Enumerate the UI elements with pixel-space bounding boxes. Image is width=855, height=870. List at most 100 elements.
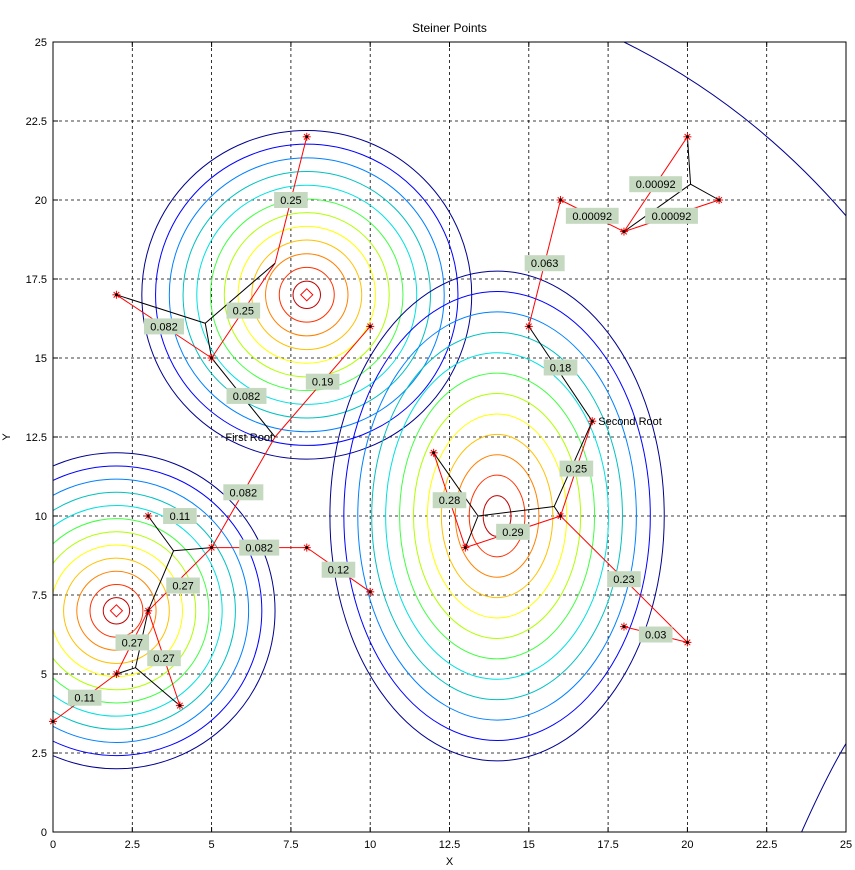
svg-text:0.082: 0.082	[230, 487, 258, 499]
contour-line	[426, 413, 568, 619]
contour-line	[89, 583, 144, 638]
x-tick-label: 0	[50, 839, 56, 851]
terminal-point	[556, 196, 565, 204]
red-edges	[52, 136, 720, 722]
contour-line	[440, 433, 554, 599]
edge-weight-label: 0.23	[607, 571, 641, 588]
root-label: First Root	[225, 432, 273, 444]
contour-line	[53, 465, 263, 757]
terminal-point	[302, 543, 311, 552]
contour-line	[343, 291, 651, 741]
density-center-marker	[109, 604, 124, 618]
x-tick-label: 10	[364, 839, 376, 851]
edge-weight-label: 0.03	[638, 626, 673, 643]
y-tick-label: 5	[41, 669, 47, 681]
terminal-point	[207, 354, 216, 362]
contour-line	[412, 393, 582, 639]
contour-line	[399, 372, 596, 660]
edge-weight-label: 0.27	[147, 650, 181, 667]
edge-weight-label: 0.25	[226, 302, 261, 319]
x-tick-label: 15	[523, 839, 535, 851]
y-tick-label: 25	[35, 37, 47, 49]
contour-line	[196, 184, 418, 405]
svg-text:0.11: 0.11	[74, 693, 95, 705]
svg-text:0.12: 0.12	[328, 565, 349, 577]
edge-weight-labels: 0.19 0.082 0.082 0.12 0.25 0.25 0.082 0.27 0.27 0…	[67, 176, 698, 706]
terminal-point	[461, 543, 470, 552]
edge-weight-label: 0.27	[115, 634, 150, 651]
svg-text:0.27: 0.27	[172, 581, 193, 593]
density-center-marker	[300, 288, 314, 302]
svg-text:0.11: 0.11	[170, 511, 191, 523]
contour-line	[53, 452, 276, 770]
terminal-point	[144, 606, 153, 615]
svg-text:0.00092: 0.00092	[652, 211, 692, 223]
black-edge	[204, 262, 276, 324]
contour-line	[141, 129, 473, 460]
y-tick-label: 17.5	[26, 274, 47, 286]
y-tick-label: 22.5	[26, 116, 47, 128]
edge-weight-label: 0.29	[496, 523, 530, 540]
x-tick-label: 12.5	[439, 839, 460, 851]
terminal-point	[207, 543, 216, 552]
black-edge	[116, 294, 206, 324]
x-tick-label: 25	[840, 839, 852, 851]
y-tick-label: 7.5	[32, 590, 47, 602]
svg-text:0.27: 0.27	[122, 637, 143, 649]
svg-text:0.29: 0.29	[502, 527, 523, 539]
contour-line	[623, 42, 846, 217]
black-edge	[204, 323, 213, 359]
svg-text:0.03: 0.03	[645, 630, 666, 642]
terminal-point	[715, 196, 724, 204]
terminal-point	[366, 322, 375, 331]
black-edge	[147, 550, 174, 611]
contour-line	[385, 352, 610, 680]
root-label: Second Root	[598, 416, 662, 428]
black-edge	[173, 547, 212, 552]
svg-text:0.18: 0.18	[550, 362, 571, 374]
terminal-point	[112, 290, 121, 299]
contour-line	[265, 253, 349, 337]
x-tick-label: 22.5	[756, 839, 777, 851]
terminal-point	[619, 622, 628, 631]
contour-line	[168, 157, 445, 433]
edge-weight-label: 0.27	[166, 577, 200, 594]
svg-text:0.063: 0.063	[531, 258, 559, 270]
edge-weight-label: 0.082	[239, 539, 280, 556]
x-tick-label: 17.5	[597, 839, 618, 851]
x-axis-label: X	[446, 856, 454, 868]
edge-weight-label: 0.082	[223, 484, 264, 501]
contour-line	[292, 280, 322, 309]
contour-line	[801, 743, 846, 832]
edge-weight-label: 0.12	[321, 561, 356, 578]
black-edge	[433, 452, 479, 517]
black-edge	[477, 506, 555, 517]
edge-weight-label: 0.00092	[645, 207, 698, 224]
svg-text:0.00092: 0.00092	[572, 211, 612, 223]
svg-text:0.082: 0.082	[245, 543, 273, 555]
black-edge	[686, 136, 692, 185]
black-edge	[464, 515, 479, 548]
edge-weight-label: 0.19	[305, 373, 340, 390]
x-tick-label: 20	[681, 839, 693, 851]
terminal-point	[112, 670, 121, 678]
y-tick-label: 15	[35, 353, 47, 365]
terminal-point	[366, 587, 375, 596]
y-tick-label: 12.5	[26, 432, 47, 444]
terminal-point	[588, 417, 597, 426]
black-edge	[147, 515, 174, 552]
x-tick-label: 2.5	[125, 839, 140, 851]
edge-weight-label: 0.00092	[565, 207, 619, 224]
y-axis-label: Y	[1, 433, 13, 441]
edge-weight-label: 0.11	[163, 508, 197, 524]
edge-weight-label: 0.18	[543, 359, 578, 376]
terminal-point	[683, 132, 692, 141]
svg-text:0.25: 0.25	[566, 464, 587, 476]
contour-line	[53, 478, 250, 743]
black-edge	[116, 667, 136, 675]
y-tick-label: 20	[35, 195, 47, 207]
edge-weight-label: 0.28	[432, 492, 467, 509]
svg-text:0.082: 0.082	[233, 391, 261, 403]
contour-line	[53, 518, 210, 704]
